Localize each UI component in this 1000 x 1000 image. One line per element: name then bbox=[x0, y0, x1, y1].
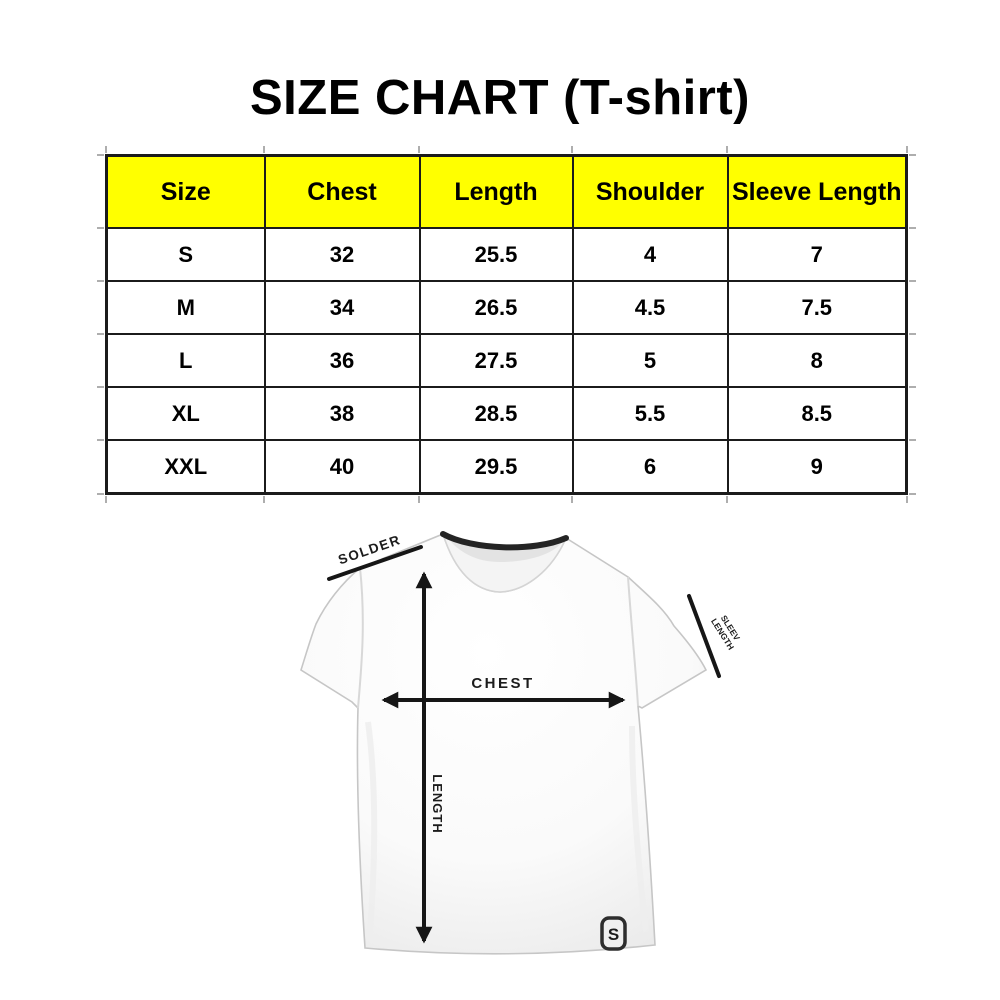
gridline-tick bbox=[97, 493, 104, 495]
cell-shoulder: 5 bbox=[571, 333, 729, 388]
cell-shoulder: 4 bbox=[571, 227, 729, 282]
gridline-tick bbox=[909, 227, 916, 229]
gridline-tick bbox=[726, 496, 728, 503]
gridline-tick bbox=[97, 386, 104, 388]
gridline-tick bbox=[909, 493, 916, 495]
cell-length: 27.5 bbox=[418, 333, 574, 388]
gridline-tick bbox=[418, 496, 420, 503]
tshirt-diagram: S SOLDER LENGTH CHEST SLEEV LENGTH bbox=[300, 531, 744, 955]
chest-label: CHEST bbox=[471, 675, 534, 692]
cell-sleeve-length: 7.5 bbox=[726, 280, 908, 335]
gridline-tick bbox=[909, 333, 916, 335]
cell-length: 29.5 bbox=[418, 439, 574, 495]
size-table: Size Chest Length Shoulder Sleeve Length… bbox=[105, 154, 908, 495]
cell-sleeve-length: 8 bbox=[726, 333, 908, 388]
column-header-chest: Chest bbox=[263, 154, 421, 229]
gridline-tick bbox=[909, 439, 916, 441]
gridline-tick bbox=[906, 146, 908, 153]
length-label: LENGTH bbox=[430, 774, 445, 833]
shoulder-dimension-line bbox=[327, 545, 423, 581]
sleeve-dimension-line bbox=[687, 594, 721, 678]
gridline-tick bbox=[97, 280, 104, 282]
collar bbox=[440, 531, 569, 551]
cell-size: XXL bbox=[105, 439, 266, 495]
cell-size: M bbox=[105, 280, 266, 335]
column-header-length: Length bbox=[418, 154, 574, 229]
gridline-tick bbox=[97, 333, 104, 335]
cell-length: 26.5 bbox=[418, 280, 574, 335]
gridline-tick bbox=[97, 154, 104, 156]
gridline-tick bbox=[571, 146, 573, 153]
body-fold-right bbox=[629, 725, 649, 933]
cell-size: L bbox=[105, 333, 266, 388]
cell-chest: 32 bbox=[263, 227, 421, 282]
page-title: SIZE CHART (T-shirt) bbox=[250, 71, 750, 125]
gridline-tick bbox=[263, 496, 265, 503]
cell-chest: 34 bbox=[263, 280, 421, 335]
sleeve-label: SLEEV LENGTH bbox=[709, 611, 744, 651]
table-row-m: M 34 26.5 4.5 7.5 bbox=[105, 280, 908, 335]
cell-sleeve-length: 8.5 bbox=[726, 386, 908, 441]
gridline-tick bbox=[906, 496, 908, 503]
column-header-sleeve-length: Sleeve Length bbox=[726, 154, 908, 229]
cell-shoulder: 5.5 bbox=[571, 386, 729, 441]
gridline-tick bbox=[105, 146, 107, 153]
gridline-tick bbox=[97, 227, 104, 229]
table-row-xl: XL 38 28.5 5.5 8.5 bbox=[105, 386, 908, 441]
gridline-tick bbox=[571, 496, 573, 503]
gridline-tick bbox=[726, 146, 728, 153]
table-row-xxl: XXL 40 29.5 6 9 bbox=[105, 439, 908, 495]
gridline-tick bbox=[97, 439, 104, 441]
cell-chest: 36 bbox=[263, 333, 421, 388]
size-table-container: Size Chest Length Shoulder Sleeve Length… bbox=[97, 146, 916, 503]
cell-length: 28.5 bbox=[418, 386, 574, 441]
cell-shoulder: 6 bbox=[571, 439, 729, 495]
cell-chest: 40 bbox=[263, 439, 421, 495]
cell-size: XL bbox=[105, 386, 266, 441]
gridline-tick bbox=[418, 146, 420, 153]
gridline-tick bbox=[909, 154, 916, 156]
brand-logo: S bbox=[600, 916, 627, 951]
gridline-tick bbox=[909, 386, 916, 388]
cell-size: S bbox=[105, 227, 266, 282]
gridline-tick bbox=[105, 496, 107, 503]
cell-chest: 38 bbox=[263, 386, 421, 441]
cell-sleeve-length: 9 bbox=[726, 439, 908, 495]
brand-logo-letter: S bbox=[608, 925, 619, 944]
table-row-s: S 32 25.5 4 7 bbox=[105, 227, 908, 282]
column-header-size: Size bbox=[105, 154, 266, 229]
cell-length: 25.5 bbox=[418, 227, 574, 282]
body-fold-left bbox=[365, 721, 378, 933]
table-header-row: Size Chest Length Shoulder Sleeve Length bbox=[105, 154, 908, 229]
column-header-shoulder: Shoulder bbox=[571, 154, 729, 229]
sleeve-seam-right bbox=[627, 576, 639, 707]
cell-shoulder: 4.5 bbox=[571, 280, 729, 335]
table-row-l: L 36 27.5 5 8 bbox=[105, 333, 908, 388]
gridline-tick bbox=[263, 146, 265, 153]
cell-sleeve-length: 7 bbox=[726, 227, 908, 282]
gridline-tick bbox=[909, 280, 916, 282]
sleeve-seam-left bbox=[357, 567, 364, 709]
